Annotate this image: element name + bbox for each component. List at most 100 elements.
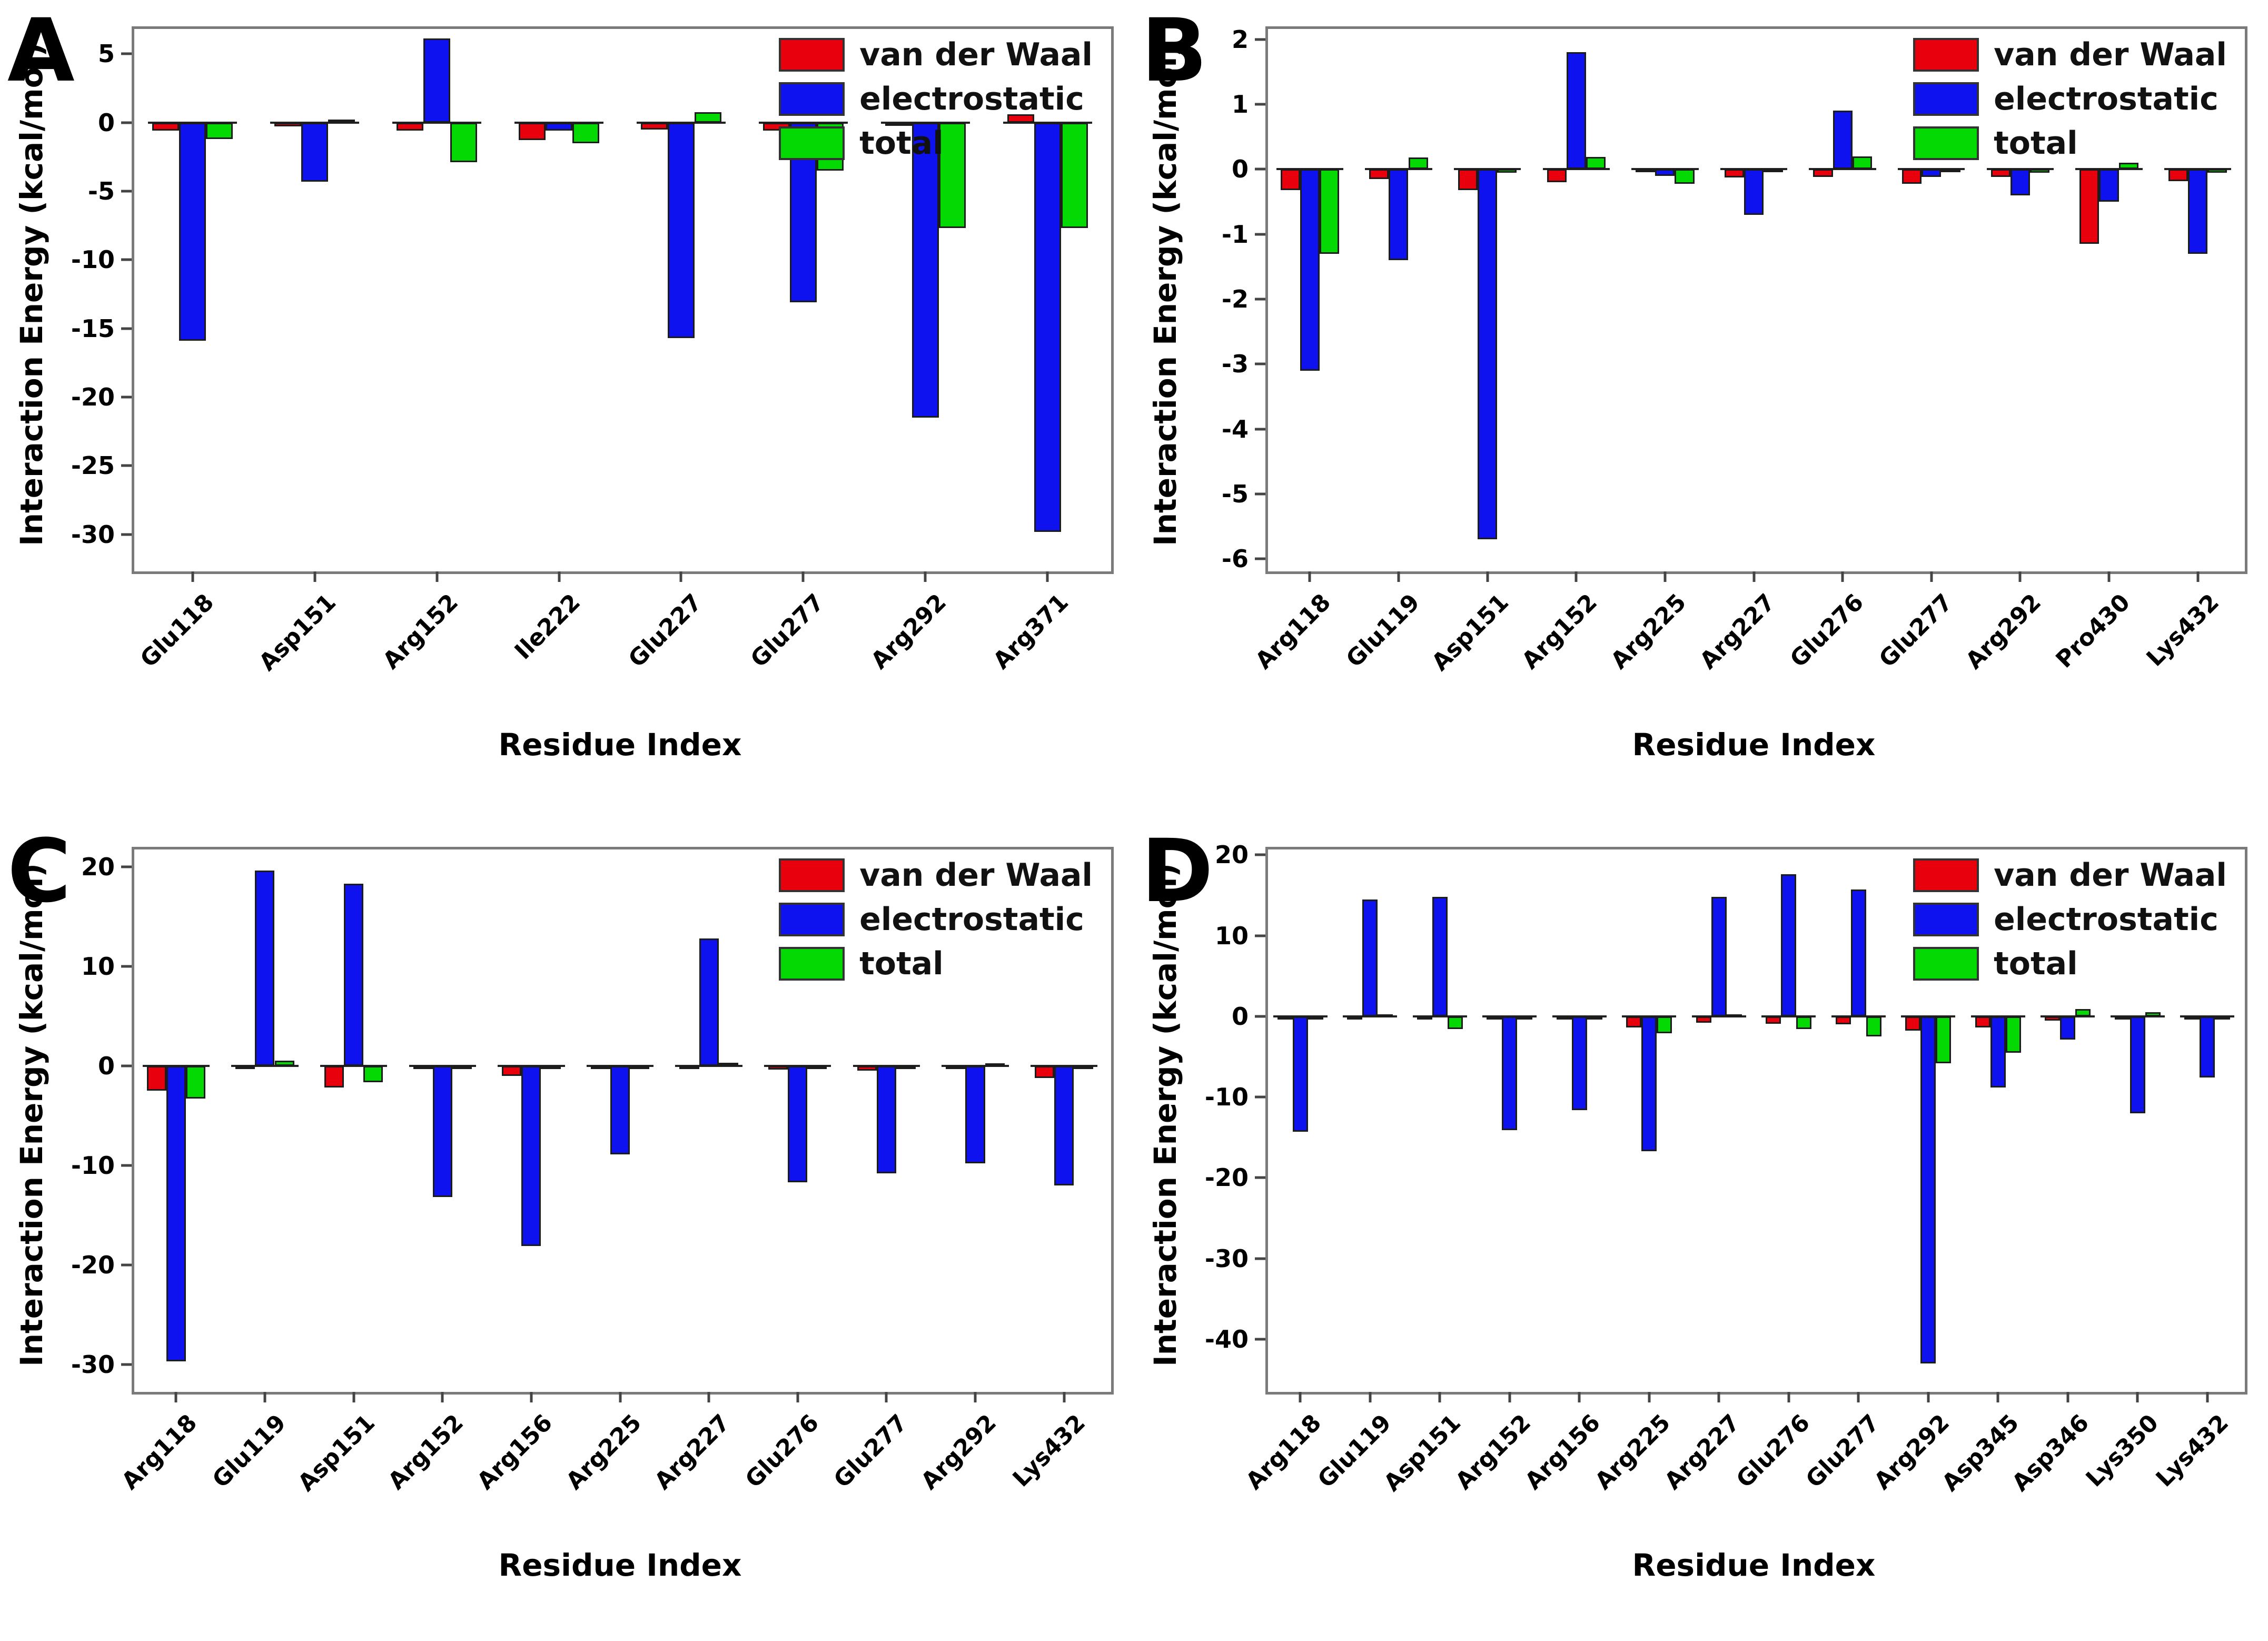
x-tick-mark <box>924 571 927 582</box>
x-category-label-Arg225: Arg225 <box>1606 589 1691 675</box>
bar-total-Arg292 <box>938 122 966 229</box>
y-tick-label: -25 <box>71 451 115 480</box>
bar-van-der-Waal-Arg371 <box>1007 114 1034 123</box>
legend-item-total: total <box>1913 126 2078 160</box>
x-tick-mark <box>974 1392 977 1402</box>
bar-van-der-Waal-Arg225 <box>1626 1016 1642 1028</box>
bar-total-Arg227 <box>1726 1014 1742 1017</box>
bar-van-der-Waal-Arg118 <box>1280 169 1300 190</box>
bar-van-der-Waal-Arg152 <box>1487 1016 1502 1020</box>
x-category-label-Glu277: Glu277 <box>829 1409 913 1494</box>
y-tick-label: -30 <box>71 520 115 549</box>
bar-total-Arg152 <box>450 122 478 163</box>
bar-van-der-Waal-Arg118 <box>1277 1016 1293 1020</box>
bar-total-Asp151 <box>328 120 355 123</box>
legend-swatch-electrostatic-icon <box>779 903 845 936</box>
legend-item-van-der-Waal: van der Waal <box>779 38 1093 72</box>
x-category-label-Arg118: Arg118 <box>1241 1409 1327 1495</box>
bar-electrostatic-Glu277 <box>1850 889 1866 1016</box>
legend-label: total <box>1994 125 2078 162</box>
zero-line-dash <box>1761 1015 1816 1017</box>
x-tick-mark <box>619 1392 621 1402</box>
x-category-label-Lys432: Lys432 <box>2151 1409 2234 1492</box>
x-category-label-Arg152: Arg152 <box>1517 589 1603 675</box>
legend-label: electrostatic <box>1994 81 2219 117</box>
legend-swatch-electrostatic-icon <box>1913 82 1979 116</box>
bar-electrostatic-Lys432 <box>1054 1065 1074 1185</box>
y-tick-mark <box>1255 167 1265 171</box>
bar-electrostatic-Arg118 <box>166 1065 186 1362</box>
legend-item-electrostatic: electrostatic <box>779 903 1084 936</box>
bar-total-Arg225 <box>1675 169 1695 184</box>
bar-electrostatic-Asp346 <box>2060 1016 2076 1040</box>
y-tick-label: -4 <box>1221 414 1249 443</box>
legend-item-electrostatic: electrostatic <box>1913 903 2219 936</box>
bar-van-der-Waal-Asp151 <box>274 122 302 127</box>
bar-electrostatic-Arg152 <box>423 38 451 123</box>
bar-total-Glu276 <box>807 1065 827 1069</box>
zero-line-dash <box>1412 1015 1467 1017</box>
bar-total-Asp346 <box>2075 1009 2091 1016</box>
x-tick-mark <box>1486 571 1489 582</box>
y-tick-mark <box>121 464 132 467</box>
y-tick-label: -10 <box>71 1151 115 1180</box>
bar-electrostatic-Arg227 <box>1711 897 1727 1016</box>
bar-total-Lys432 <box>2207 169 2227 173</box>
bar-total-Arg292 <box>1936 1016 1952 1063</box>
bar-electrostatic-Glu227 <box>667 122 695 338</box>
y-tick-label: -6 <box>1221 545 1249 574</box>
legend-item-van-der-Waal: van der Waal <box>1913 858 2227 892</box>
x-tick-mark <box>1857 1392 1860 1402</box>
panel-D: D Interaction Energy (kcal/mol) 20 10 0 -10 -2… <box>1134 820 2268 1641</box>
bar-van-der-Waal-Glu277 <box>1902 169 1922 184</box>
x-tick-mark <box>558 571 561 582</box>
legend-swatch-total-icon <box>779 947 845 981</box>
x-tick-mark <box>263 1392 266 1402</box>
bar-van-der-Waal-Arg292 <box>1990 169 2011 177</box>
legend-label: electrostatic <box>859 81 1084 117</box>
bar-total-Lys432 <box>2215 1016 2231 1020</box>
bar-total-Arg292 <box>985 1063 1005 1067</box>
y-tick-label: -20 <box>1204 1163 1249 1192</box>
x-category-label-Arg225: Arg225 <box>1590 1409 1676 1495</box>
bar-van-der-Waal-Lys350 <box>2114 1016 2130 1020</box>
legend-label: electrostatic <box>1994 901 2219 938</box>
bar-van-der-Waal-Arg292 <box>1905 1016 1921 1031</box>
bar-van-der-Waal-Asp151 <box>1417 1016 1432 1020</box>
bar-total-Asp151 <box>1447 1016 1463 1030</box>
bar-total-Glu277 <box>1941 169 1961 173</box>
bar-total-Arg227 <box>1764 169 1784 173</box>
bar-van-der-Waal-Glu277 <box>857 1065 877 1071</box>
bar-electrostatic-Glu119 <box>1389 169 1409 261</box>
x-category-label-Glu276: Glu276 <box>1785 589 1869 673</box>
bar-total-Pro430 <box>2118 163 2138 170</box>
legend-label: total <box>1994 945 2078 982</box>
x-category-label-Lys432: Lys432 <box>2141 589 2224 672</box>
bar-van-der-Waal-Asp345 <box>1975 1016 1990 1028</box>
x-tick-mark <box>174 1392 177 1402</box>
panel-C: C Interaction Energy (kcal/mol) 20 10 0 -10 -2… <box>0 820 1134 1641</box>
plot-area-B <box>1265 26 2247 574</box>
y-tick-label: 0 <box>97 108 115 137</box>
bar-electrostatic-Arg152 <box>1566 52 1586 170</box>
legend-label: van der Waal <box>859 857 1093 894</box>
bar-total-Asp345 <box>2005 1016 2021 1053</box>
bar-van-der-Waal-Arg225 <box>1636 169 1656 173</box>
x-category-label-Asp345: Asp345 <box>1937 1409 2025 1497</box>
panel-letter-C: C <box>7 820 72 922</box>
bar-van-der-Waal-Asp151 <box>1458 169 1478 190</box>
bar-total-Glu277 <box>896 1065 916 1069</box>
x-tick-mark <box>679 571 682 582</box>
legend-item-van-der-Waal: van der Waal <box>1913 38 2227 72</box>
y-tick-label: -2 <box>1221 285 1249 314</box>
x-tick-mark <box>2018 571 2022 582</box>
x-tick-mark <box>352 1392 355 1402</box>
x-tick-mark <box>1397 571 1400 582</box>
bar-electrostatic-Arg118 <box>1300 169 1320 371</box>
zero-line-dash <box>1831 1015 1886 1017</box>
x-tick-mark <box>2206 1392 2209 1402</box>
x-category-label-Arg152: Arg152 <box>378 589 463 675</box>
x-tick-mark <box>1927 1392 1930 1402</box>
legend-item-total: total <box>779 947 944 981</box>
y-tick-mark <box>1255 362 1265 365</box>
